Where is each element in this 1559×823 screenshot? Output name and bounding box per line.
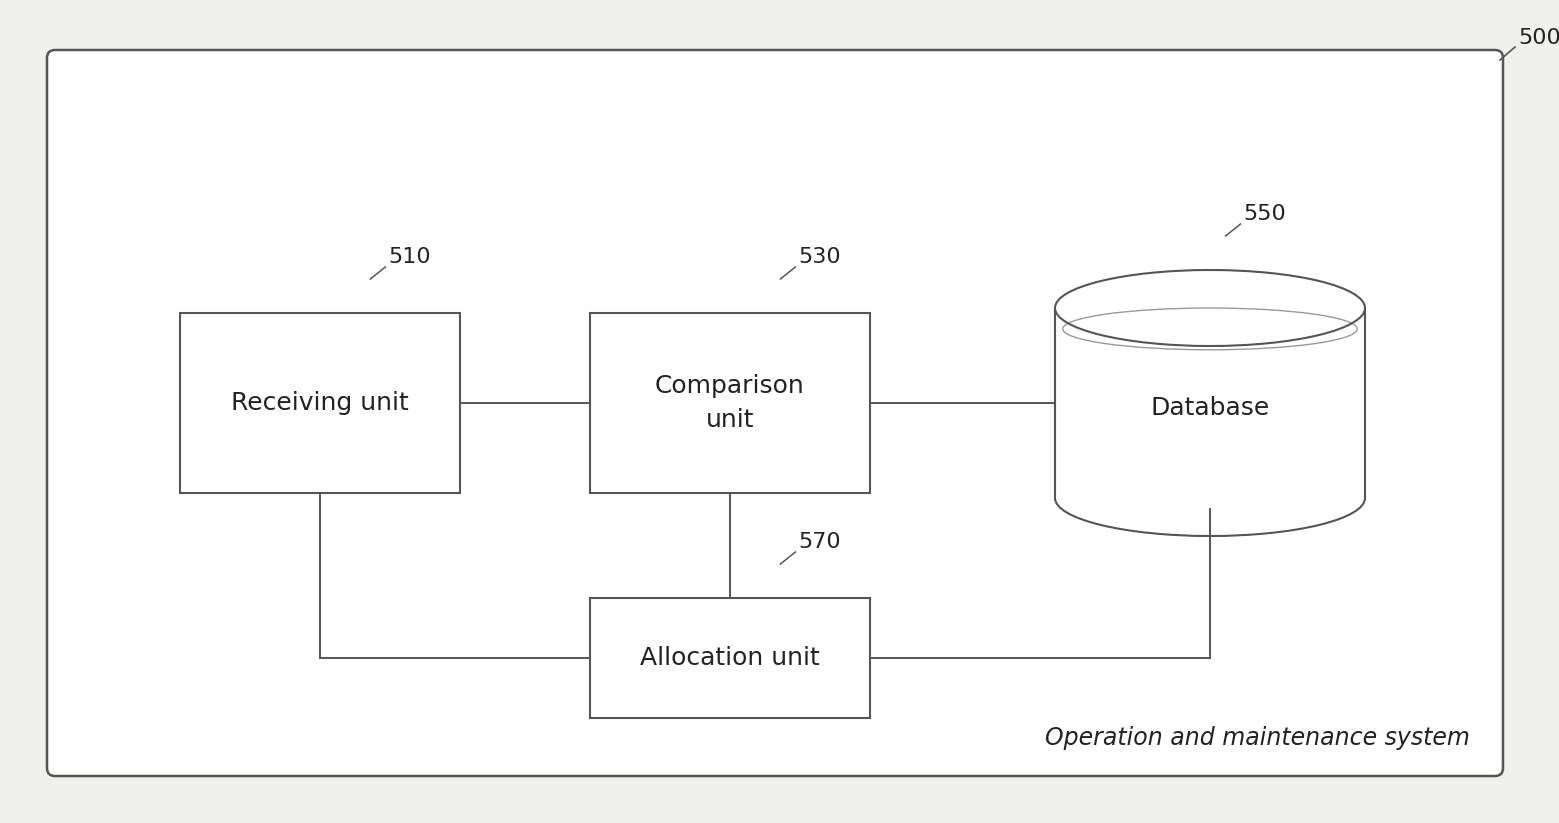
Ellipse shape	[1055, 270, 1366, 346]
Text: Operation and maintenance system: Operation and maintenance system	[1045, 726, 1470, 750]
FancyBboxPatch shape	[1055, 308, 1366, 498]
Text: 530: 530	[798, 247, 840, 267]
FancyBboxPatch shape	[589, 313, 870, 493]
Text: 570: 570	[798, 532, 840, 552]
Text: Database: Database	[1151, 396, 1269, 420]
Text: 510: 510	[388, 247, 430, 267]
Text: 550: 550	[1244, 204, 1286, 224]
Text: Comparison
unit: Comparison unit	[655, 374, 804, 432]
Text: Allocation unit: Allocation unit	[641, 646, 820, 670]
FancyBboxPatch shape	[179, 313, 460, 493]
FancyBboxPatch shape	[47, 50, 1503, 776]
FancyBboxPatch shape	[589, 598, 870, 718]
Text: 500: 500	[1518, 28, 1559, 48]
Text: Receiving unit: Receiving unit	[231, 391, 408, 415]
